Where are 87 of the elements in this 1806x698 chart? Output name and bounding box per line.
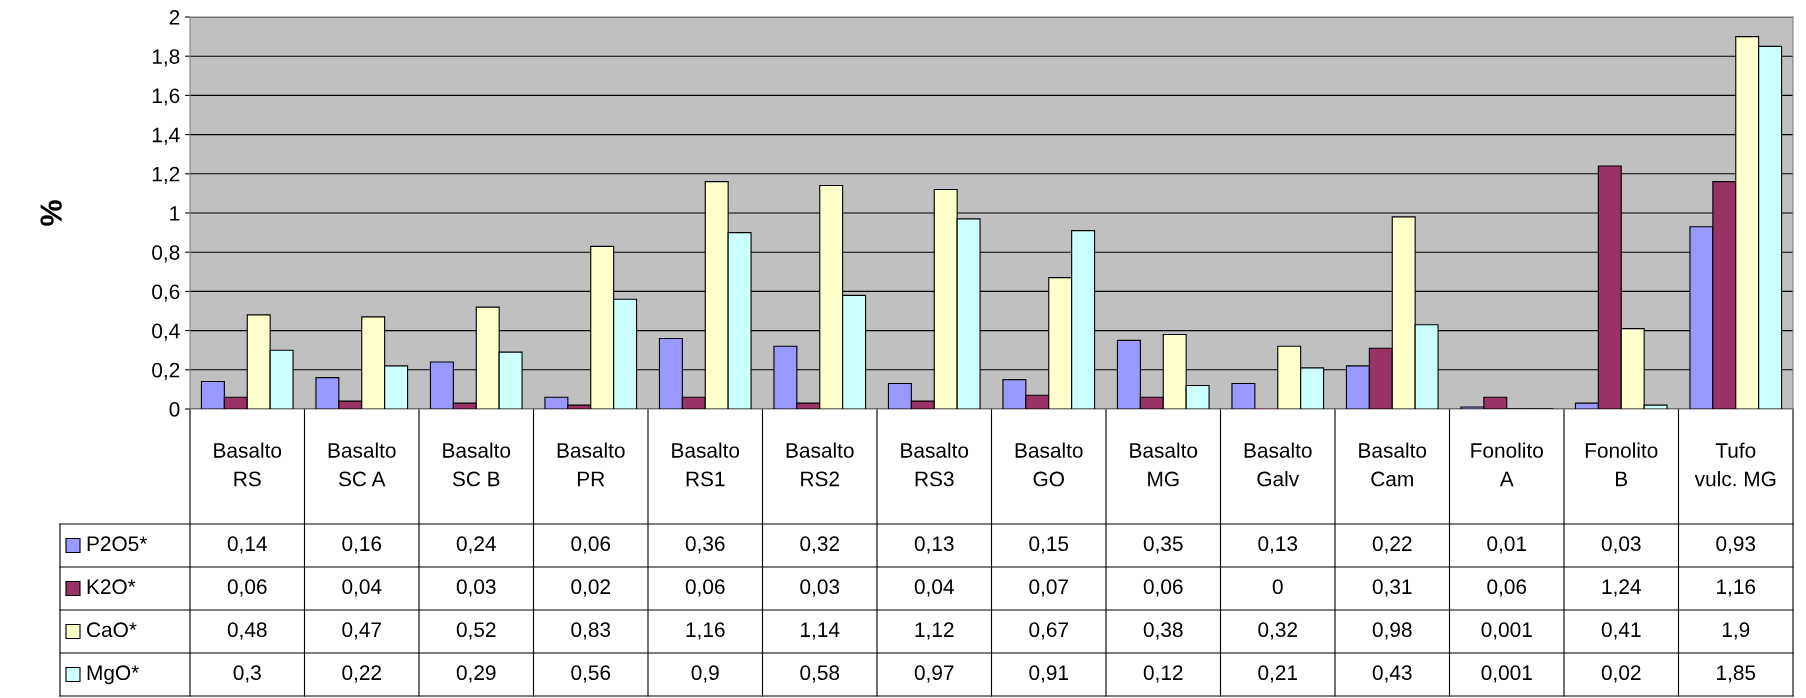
legend-label: CaO* [87,622,137,638]
data-label: 0,29 [456,665,496,683]
x-tick-label: Basalto RS1 [672,442,740,487]
y-axis-title: % [40,200,62,226]
y-tick-label: 1,2 [152,166,180,185]
data-label: 0,06 [571,536,611,554]
x-tick-label: Fonolito A [1471,442,1543,487]
data-label: 0,98 [1372,622,1412,640]
data-label: 0,38 [1143,622,1183,640]
data-label: 0,22 [342,665,381,683]
data-label: 0,91 [1029,665,1069,683]
x-tick-label: Tufo vulc. MG [1694,442,1776,487]
legend-label: K2O* [87,579,136,595]
data-label: 0,15 [1029,536,1069,554]
data-label: 0,24 [456,536,496,554]
data-label: 0,48 [227,622,267,640]
data-label: 0,07 [1029,579,1068,597]
data-label: 0,97 [914,665,954,683]
data-label: 0,56 [571,665,611,683]
data-label: 0,06 [227,579,267,597]
data-label: 0,03 [456,579,496,597]
data-label: 0,83 [571,622,611,640]
data-label: 0,02 [571,579,610,597]
data-label: 0,001 [1481,622,1532,640]
data-label: 0,41 [1601,622,1641,640]
data-label: 0,04 [342,579,382,597]
data-label: 1,24 [1602,579,1641,597]
data-label: 0 [1272,579,1283,595]
data-label: 0,001 [1481,665,1532,683]
y-tick-label: 1,8 [152,49,180,67]
data-label: 1,85 [1717,665,1756,683]
x-tick-label: Basalto MG [1130,442,1198,487]
y-tick-label: 1 [170,206,180,221]
data-label: 0,02 [1601,665,1641,683]
data-label: 0,67 [1029,622,1068,640]
data-label: 1,14 [801,622,840,640]
x-tick-label: Basalto RS2 [786,442,854,487]
data-label: 0,04 [914,579,954,597]
x-tick-label: Basalto RS3 [901,442,969,487]
data-label: 0,16 [342,536,382,554]
data-label: 0,36 [685,536,725,554]
data-label: 0,58 [800,665,840,683]
data-label: 0,93 [1716,536,1756,554]
data-label: 0,32 [800,536,839,554]
x-tick-label: Basalto RS [214,442,282,487]
data-label: 1,16 [686,622,725,640]
x-tick-label: Basalto SC B [443,442,511,487]
data-label: 0,06 [1487,579,1527,597]
data-label: 0,13 [1258,536,1298,554]
data-label: 0,14 [227,536,267,554]
y-tick-label: 0,6 [152,284,180,302]
data-label: 0,12 [1143,665,1183,683]
data-label: 1,16 [1717,579,1756,597]
data-label: 0,52 [456,622,496,640]
data-label: 0,06 [1143,579,1183,597]
data-label: 0,13 [914,536,954,554]
data-label: 1,9 [1722,622,1750,640]
y-tick-label: 0 [169,402,180,417]
x-tick-label: Basalto PR [557,442,625,487]
data-label: 0,03 [800,579,840,597]
data-label: 0,3 [233,665,261,683]
data-label: 0,43 [1372,665,1412,683]
y-tick-label: 1,4 [152,127,180,145]
x-tick-label: Fonolito B [1585,442,1658,487]
data-label: 0,31 [1372,579,1412,597]
data-label: 0,22 [1372,536,1412,554]
data-label: 0,21 [1258,665,1298,683]
data-label: 0,06 [685,579,725,597]
data-label: 0,9 [691,665,719,683]
x-tick-label: Basalto GO [1015,442,1083,487]
x-tick-label: Basalto Cam [1359,442,1427,487]
data-label: 0,03 [1601,536,1641,554]
x-tick-label: Basalto SC A [328,442,396,487]
bar [1231,382,1256,409]
legend-label: MgO* [87,665,139,685]
y-tick-label: 0,2 [152,362,180,381]
legend-label: P2O5* [87,536,148,552]
data-label: 0,01 [1487,536,1527,554]
y-tick-label: 0,8 [152,245,180,263]
data-label: 0,35 [1143,536,1183,554]
data-label: 0,47 [342,622,381,640]
y-tick-label: 0,4 [152,323,180,341]
data-label: 0,32 [1258,622,1297,640]
data-label: 1,12 [915,622,954,640]
x-tick-label: Basalto Galv [1244,442,1312,487]
y-tick-label: 2 [169,10,180,25]
y-tick-label: 1,6 [152,88,180,106]
